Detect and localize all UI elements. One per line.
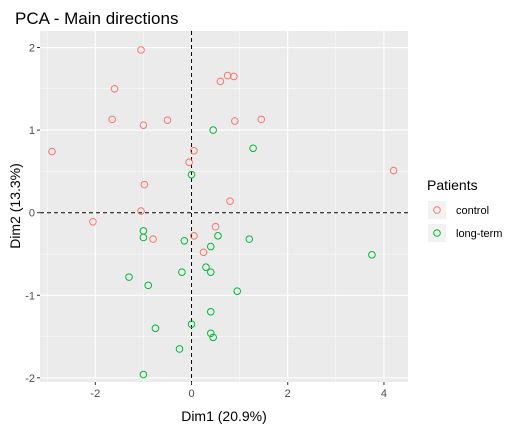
long-term-point: [206, 329, 215, 338]
legend: Patients control long-term: [427, 177, 502, 242]
x-tick-label: 0: [188, 388, 194, 400]
long-term-point: [139, 233, 148, 242]
y-tick-label: -2: [25, 373, 35, 385]
x-tick-label: 4: [381, 388, 387, 400]
long-term-point: [139, 370, 148, 379]
legend-key: [428, 201, 446, 219]
long-term-point: [206, 268, 215, 276]
legend-key: [428, 224, 446, 242]
long-term-point: [209, 126, 217, 134]
control-point: [149, 235, 157, 243]
control-point: [230, 72, 238, 81]
minor-grid: [40, 31, 408, 382]
control-point: [190, 146, 198, 155]
x-axis-title: Dim1 (20.9%): [181, 408, 267, 424]
x-axis: -2 0 2 4: [90, 382, 387, 400]
legend-control-marker: [433, 206, 441, 214]
control-point: [226, 197, 234, 205]
y-axis-title: Dim2 (13.3%): [7, 163, 23, 249]
data-points: [48, 46, 398, 379]
y-axis: -2 -1 0 1 2: [25, 43, 40, 385]
long-term-point: [249, 144, 257, 153]
long-term-point: [368, 251, 376, 259]
control-point: [199, 248, 208, 257]
control-point: [110, 85, 119, 93]
long-term-point: [233, 287, 242, 295]
y-tick-label: 2: [29, 43, 35, 55]
long-term-point: [180, 236, 189, 245]
control-point: [140, 180, 149, 189]
x-tick-label: 2: [285, 388, 291, 400]
long-term-point: [202, 263, 210, 272]
y-tick-label: -1: [25, 290, 35, 302]
control-point: [185, 158, 193, 167]
long-term-point: [187, 320, 196, 328]
control-point: [190, 232, 198, 240]
long-term-point: [187, 170, 196, 179]
long-term-point: [245, 235, 254, 243]
long-term-point: [206, 242, 215, 251]
long-term-point: [151, 324, 160, 333]
long-term-point: [178, 268, 186, 276]
y-tick-label: 0: [29, 208, 35, 220]
control-point: [216, 77, 225, 86]
x-tick-label: -2: [90, 388, 100, 400]
reference-lines: [40, 31, 408, 382]
long-term-point: [206, 308, 215, 316]
control-point: [137, 207, 145, 215]
legend-title: Patients: [427, 177, 478, 193]
legend-long-term-label: long-term: [456, 228, 502, 240]
control-point: [139, 121, 148, 129]
legend-control-label: control: [456, 205, 489, 217]
long-term-point: [175, 345, 184, 353]
y-tick-label: 1: [29, 125, 35, 137]
control-point: [89, 217, 97, 226]
control-point: [163, 116, 172, 124]
control-point: [137, 46, 145, 54]
long-term-point: [125, 273, 133, 281]
control-point: [389, 166, 398, 175]
control-point: [231, 117, 239, 125]
legend-long-term-marker: [433, 229, 441, 237]
control-point: [211, 222, 220, 231]
long-term-point: [209, 333, 217, 342]
chart-title: PCA - Main directions: [15, 9, 178, 28]
control-point: [48, 147, 56, 156]
control-point: [257, 115, 266, 124]
long-term-point: [214, 232, 222, 240]
plot-panel: [40, 31, 408, 382]
control-point: [108, 115, 116, 124]
long-term-point: [144, 281, 153, 290]
